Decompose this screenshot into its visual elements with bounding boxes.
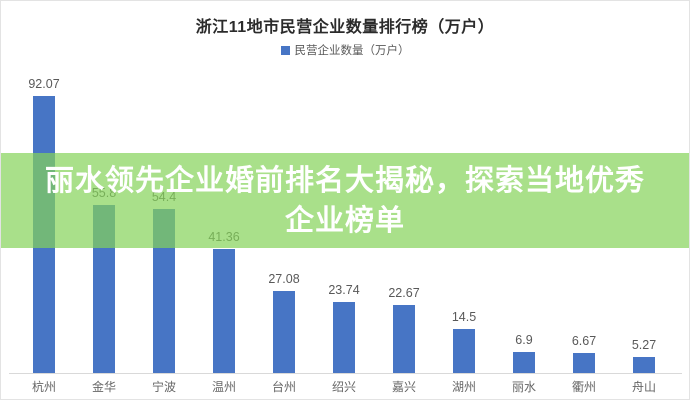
x-axis-label: 温州 <box>211 380 237 394</box>
bar-value-label: 27.08 <box>268 272 300 286</box>
x-axis-label: 宁波 <box>151 380 177 394</box>
bar-slot-衢州: 6.67 衢州 <box>554 61 614 399</box>
bar-value-label: 5.27 <box>631 338 657 352</box>
x-axis-label: 杭州 <box>31 380 57 394</box>
legend-label: 民营企业数量（万户） <box>294 45 410 57</box>
bar-slot-湖州: 14.5 湖州 <box>434 61 494 399</box>
bar-value-label: 22.67 <box>388 286 420 300</box>
bar-slot-嘉兴: 22.67 嘉兴 <box>374 61 434 399</box>
bar-value-label: 92.07 <box>28 77 60 91</box>
legend: 民营企业数量（万户） <box>1 42 689 58</box>
banner-text-line-1: 丽水领先企业婚前排名大揭秘，探索当地优秀 <box>44 164 645 197</box>
x-axis-line <box>9 373 682 374</box>
x-axis-label: 台州 <box>271 380 297 394</box>
x-axis-label: 嘉兴 <box>391 380 417 394</box>
bar-value-label: 6.9 <box>515 333 533 347</box>
bar-value-label: 14.5 <box>451 310 477 324</box>
bar-value-label: 6.67 <box>571 334 597 348</box>
bar <box>153 209 175 373</box>
bar <box>453 329 475 373</box>
bar <box>633 357 655 373</box>
bar <box>273 291 295 373</box>
legend-marker-icon <box>280 45 290 55</box>
bar-slot-舟山: 5.27 舟山 <box>614 61 674 399</box>
bar-slot-丽水: 6.9 丽水 <box>494 61 554 399</box>
x-axis-label: 绍兴 <box>331 380 357 394</box>
bar <box>393 305 415 373</box>
bar <box>333 302 355 373</box>
bar <box>213 249 235 373</box>
promo-overlay-banner: 丽水领先企业婚前排名大揭秘，探索当地优秀 企业榜单 <box>1 153 689 248</box>
x-axis-label: 金华 <box>91 380 117 394</box>
bar <box>513 352 535 373</box>
bar-slot-绍兴: 23.74 绍兴 <box>314 61 374 399</box>
x-axis-label: 舟山 <box>631 380 657 394</box>
bar-slot-台州: 27.08 台州 <box>254 61 314 399</box>
x-axis-label: 湖州 <box>451 380 477 394</box>
banner-text-line-2: 企业榜单 <box>284 204 405 237</box>
chart-title: 浙江11地市民营企业数量排行榜（万户） <box>195 19 495 36</box>
x-axis-label: 衢州 <box>571 380 597 394</box>
bar-value-label: 23.74 <box>328 283 360 297</box>
bar <box>573 353 595 373</box>
x-axis-label: 丽水 <box>511 380 537 394</box>
